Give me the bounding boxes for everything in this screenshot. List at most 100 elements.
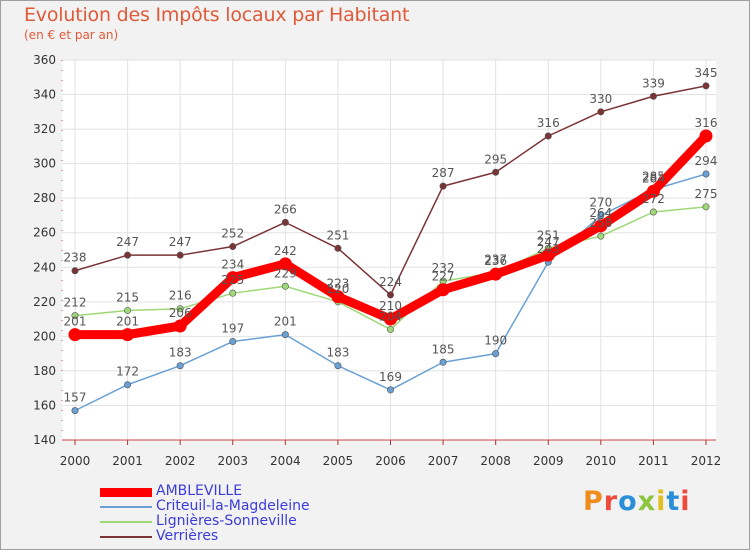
data-point (702, 82, 710, 90)
y-tick-label: 200 (33, 329, 56, 343)
y-tick-label: 260 (33, 226, 56, 240)
x-tick-label: 2008 (480, 454, 511, 468)
data-label: 238 (64, 251, 87, 265)
data-point (176, 305, 184, 313)
data-point (281, 331, 289, 339)
legend-swatch (100, 506, 152, 508)
legend-item: Lignières-Sonneville (100, 514, 360, 529)
data-point (226, 271, 240, 285)
data-point (597, 211, 605, 219)
data-point (331, 290, 345, 304)
data-label: 339 (642, 76, 665, 90)
x-tick-label: 2004 (270, 454, 301, 468)
data-label: 183 (169, 346, 192, 360)
proxiti-logo: Proxiti (583, 486, 691, 517)
legend-swatch (100, 536, 152, 538)
legend-swatch (100, 487, 152, 497)
legend-label: AMBLEVILLE (156, 483, 243, 499)
data-label: 223 (326, 277, 349, 291)
data-point (597, 108, 605, 116)
legend-item: Verrières (100, 529, 360, 544)
data-label: 247 (169, 235, 192, 249)
logo-letter: r (603, 486, 619, 517)
data-point (492, 168, 500, 176)
data-label: 285 (642, 170, 665, 184)
data-label: 247 (116, 235, 139, 249)
data-point (384, 312, 397, 326)
data-label: 232 (432, 261, 455, 275)
data-label: 258 (589, 216, 612, 230)
data-label: 294 (695, 154, 718, 168)
x-tick-label: 2009 (533, 454, 564, 468)
data-point (71, 312, 79, 320)
x-tick-label: 2002 (165, 454, 196, 468)
data-label: 243 (537, 242, 560, 256)
data-label: 287 (432, 166, 455, 180)
data-label: 242 (274, 244, 297, 258)
data-point (124, 306, 132, 314)
legend-label: Verrières (156, 528, 219, 544)
data-label: 284 (642, 171, 665, 185)
data-point (229, 338, 237, 346)
data-point (176, 251, 184, 259)
data-point (281, 218, 289, 226)
data-label: 345 (695, 66, 718, 80)
data-point (68, 328, 82, 342)
y-tick-label: 220 (33, 295, 56, 309)
data-label: 237 (484, 252, 507, 266)
logo-letter: i (656, 486, 667, 517)
data-label: 266 (274, 202, 297, 216)
data-point (334, 244, 342, 252)
data-label: 252 (221, 227, 244, 241)
data-label: 183 (326, 346, 349, 360)
data-label: 185 (432, 342, 455, 356)
data-point (702, 170, 710, 178)
y-tick-label: 280 (33, 191, 56, 205)
data-label: 234 (221, 258, 244, 272)
data-point (278, 257, 292, 271)
data-label: 190 (484, 334, 507, 348)
data-label: 212 (64, 296, 87, 310)
data-label: 270 (589, 195, 612, 209)
legend-item: AMBLEVILLE (100, 484, 360, 499)
x-tick-label: 2000 (60, 454, 91, 468)
data-label: 236 (484, 254, 507, 268)
logo-letter: x (637, 486, 657, 517)
data-point (489, 267, 503, 281)
data-point (71, 267, 79, 275)
y-tick-label: 240 (33, 260, 56, 274)
legend-label: Criteuil-la-Magdeleine (156, 498, 310, 514)
data-label: 172 (116, 365, 139, 379)
data-label: 206 (169, 306, 192, 320)
y-tick-label: 300 (33, 157, 56, 171)
data-label: 330 (589, 92, 612, 106)
y-tick-label: 180 (33, 364, 56, 378)
data-point (646, 184, 660, 198)
data-point (541, 248, 555, 262)
data-point (124, 251, 132, 259)
logo-letter: P (583, 486, 604, 517)
data-label: 215 (116, 290, 139, 304)
data-label: 204 (379, 309, 402, 323)
chart-subtitle: (en € et par an) (24, 28, 119, 42)
data-point (649, 208, 657, 216)
data-point (439, 182, 447, 190)
logo-letter: i (680, 486, 691, 517)
data-label: 216 (169, 289, 192, 303)
data-label: 247 (537, 235, 560, 249)
x-tick-label: 2007 (428, 454, 459, 468)
data-point (386, 325, 394, 333)
logo-letter: t (666, 486, 681, 517)
legend-swatch (100, 521, 152, 523)
data-label: 272 (642, 192, 665, 206)
plot-background (62, 60, 716, 440)
data-point (173, 319, 187, 333)
data-label: 229 (274, 266, 297, 280)
data-point (334, 362, 342, 370)
data-label: 210 (379, 299, 402, 313)
x-tick-label: 2003 (217, 454, 248, 468)
data-label: 220 (326, 282, 349, 296)
data-point (699, 129, 713, 143)
x-tick-label: 2005 (323, 454, 354, 468)
